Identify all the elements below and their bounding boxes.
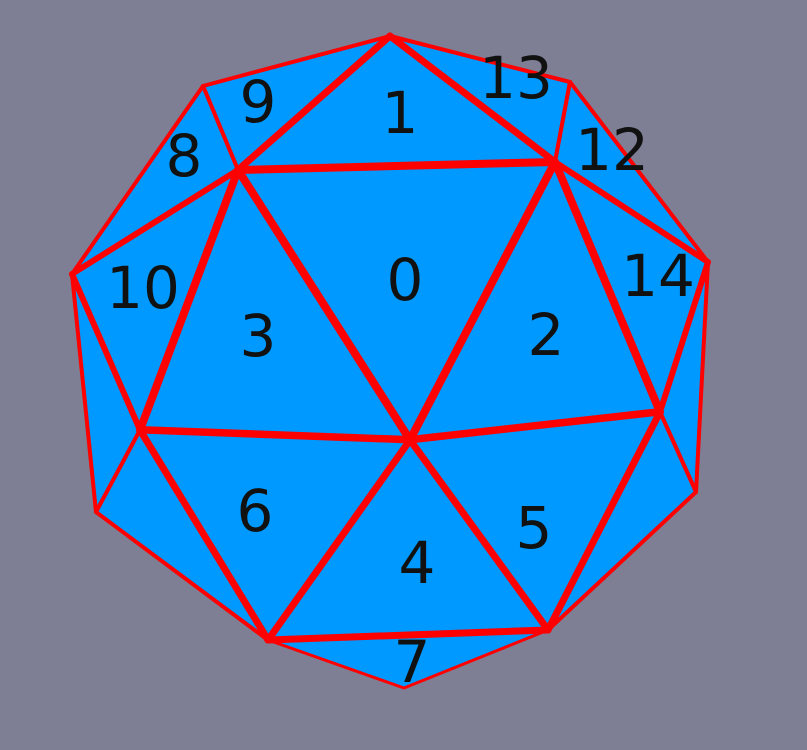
face-label-10: 10 (106, 254, 180, 322)
face-label-8: 8 (166, 122, 203, 190)
face-label-2: 2 (528, 301, 565, 369)
face-label-1: 1 (382, 79, 419, 147)
face-label-9: 9 (240, 68, 277, 136)
face-label-7: 7 (394, 628, 431, 696)
face-label-4: 4 (399, 529, 436, 597)
faces-layer (69, 32, 711, 690)
face-label-6: 6 (237, 477, 274, 545)
face-label-12: 12 (575, 116, 649, 184)
face-label-13: 13 (479, 44, 553, 112)
face-label-14: 14 (621, 242, 695, 310)
face-label-0: 0 (387, 246, 424, 314)
face-label-5: 5 (516, 494, 553, 562)
face-6 (136, 426, 414, 644)
face-label-3: 3 (240, 302, 277, 370)
